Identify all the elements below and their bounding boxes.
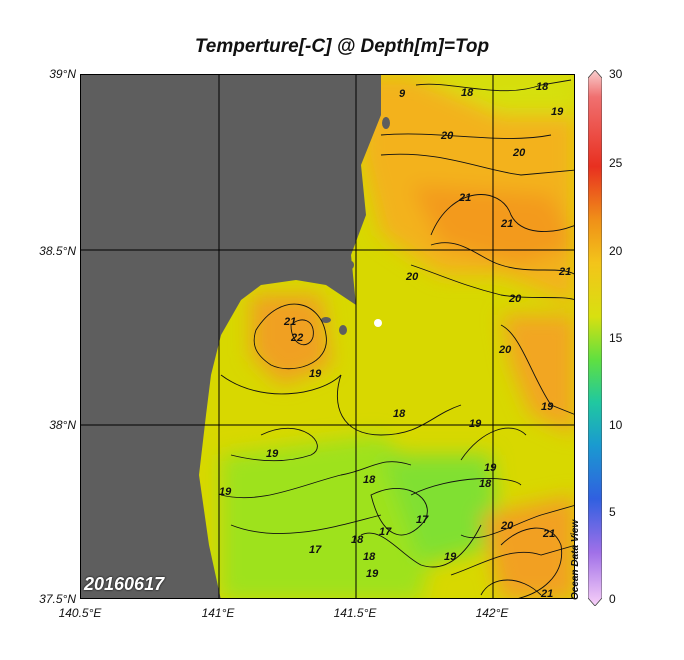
colorbar-tick-30: 30 [609, 67, 623, 81]
contour-label-group: 9 18 18 19 20 20 21 21 21 20 21 22 19 20… [219, 81, 571, 599]
contour-label: 21 [458, 192, 471, 204]
contour-label: 19 [551, 106, 564, 118]
map-svg: 9 18 18 19 20 20 21 21 21 20 21 22 19 20… [81, 75, 574, 599]
contour-label: 18 [363, 474, 376, 486]
contour-label: 20 [512, 147, 526, 159]
contour-label: 18 [351, 534, 364, 546]
colorbar-tick-20: 20 [609, 244, 623, 258]
contour-label: 19 [266, 448, 279, 460]
contour-label: 19 [469, 418, 482, 430]
date-label: 20160617 [84, 574, 165, 594]
contour-label: 17 [309, 544, 322, 556]
contour-label: 18 [461, 87, 474, 99]
contour-label: 9 [399, 88, 406, 100]
contour-label: 21 [542, 528, 555, 540]
contour-label: 19 [484, 462, 497, 474]
lat-tick-38: 38°N [49, 418, 76, 432]
colorbar-tick-15: 15 [609, 331, 623, 345]
island [382, 117, 390, 129]
contour-label: 21 [558, 266, 571, 278]
contour-label: 20 [508, 293, 522, 305]
contour-label: 18 [479, 478, 492, 490]
contour-label: 20 [405, 271, 419, 283]
colorbar-tick-25: 25 [609, 156, 623, 170]
grid-lines [81, 75, 574, 598]
temperature-map[interactable]: 9 18 18 19 20 20 21 21 21 20 21 22 19 20… [80, 74, 575, 599]
contour-label: 19 [219, 486, 232, 498]
map-title: Temperture[-C] @ Depth[m]=Top [194, 36, 490, 57]
contour-label: 18 [393, 408, 406, 420]
colorbar-tick-10: 10 [609, 418, 623, 432]
lon-tick-141: 141°E [201, 606, 235, 620]
contour-label: 19 [366, 568, 379, 580]
colorbar-tick-5: 5 [609, 505, 616, 519]
contour-label: 20 [498, 344, 512, 356]
contour-label: 19 [309, 368, 322, 380]
marker-dot [374, 319, 382, 327]
lat-tick-39: 39°N [49, 67, 76, 81]
lon-tick-141-5: 141.5°E [333, 606, 377, 620]
lat-tick-37-5: 37.5°N [39, 592, 76, 606]
contour-label: 20 [440, 130, 454, 142]
lon-tick-140-5: 140.5°E [58, 606, 102, 620]
contour-label: 21 [283, 316, 296, 328]
contour-lines [220, 79, 574, 598]
contour-label: 21 [500, 218, 513, 230]
contour-label: 19 [444, 551, 457, 563]
colorbar [587, 69, 603, 607]
land-mass [81, 75, 381, 598]
contour-label: 18 [363, 551, 376, 563]
lat-tick-38-5: 38.5°N [39, 244, 76, 258]
contour-label: 21 [540, 588, 553, 599]
lon-tick-142: 142°E [475, 606, 509, 620]
vendor-label: Ocean Data View [570, 519, 581, 600]
contour-label: 19 [541, 401, 554, 413]
contour-label: 17 [416, 514, 429, 526]
island [321, 317, 331, 323]
contour-label: 17 [379, 526, 392, 538]
contour-label: 22 [290, 332, 303, 344]
colorbar-tick-0: 0 [609, 592, 616, 606]
contour-label: 18 [536, 81, 549, 93]
island [339, 325, 347, 335]
contour-label: 20 [500, 520, 514, 532]
island [348, 261, 354, 269]
